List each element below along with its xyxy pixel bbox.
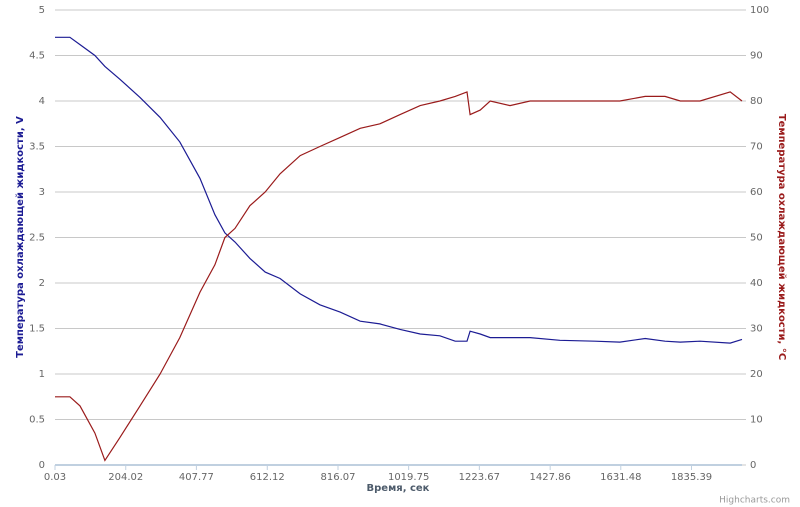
y2-tick-label: 80 [750,96,763,107]
x-tick-label: 1631.48 [600,472,641,483]
y-tick-label: 4 [39,96,45,107]
y2-tick-label: 40 [750,278,763,289]
y2-tick-label: 100 [750,5,769,16]
y-tick-label: 5 [39,5,45,16]
y2-tick-label: 0 [750,460,756,471]
x-tick-label: 1427.86 [529,472,570,483]
y-axis-title: Температура охлаждающей жидкости, V [15,116,26,358]
series-line [55,36,743,344]
y2-tick-label: 60 [750,187,763,198]
x-tick-label: 407.77 [179,472,214,483]
y-tick-label: 2 [39,278,45,289]
y2-tick-label: 10 [750,415,763,426]
y-tick-label: 0.5 [29,415,45,426]
y-tick-label: 2.5 [29,233,45,244]
y-tick-label: 1 [39,369,45,380]
y-tick-label: 0 [39,460,45,471]
y-tick-label: 4.5 [29,51,45,62]
y2-axis-title: Температура охлаждающей жидкости, °C [776,114,787,360]
x-tick-label: 1019.75 [388,472,429,483]
credits: Highcharts.com [719,496,790,506]
series-line [55,91,743,462]
x-tick-label: 0.03 [44,472,66,483]
y2-tick-label: 90 [750,51,763,62]
y2-tick-label: 20 [750,369,763,380]
x-tick-label: 1223.67 [459,472,500,483]
y-tick-label: 3 [39,187,45,198]
x-tick-label: 1835.39 [671,472,712,483]
y2-tick-label: 70 [750,142,763,153]
y-tick-label: 1.5 [29,324,45,335]
x-tick-label: 816.07 [321,472,356,483]
x-tick-label: 612.12 [250,472,285,483]
x-tick-label: 204.02 [108,472,143,483]
x-axis-title: Время, сек [367,483,430,494]
y2-tick-label: 50 [750,233,763,244]
y-tick-label: 3.5 [29,142,45,153]
y2-tick-label: 30 [750,324,763,335]
